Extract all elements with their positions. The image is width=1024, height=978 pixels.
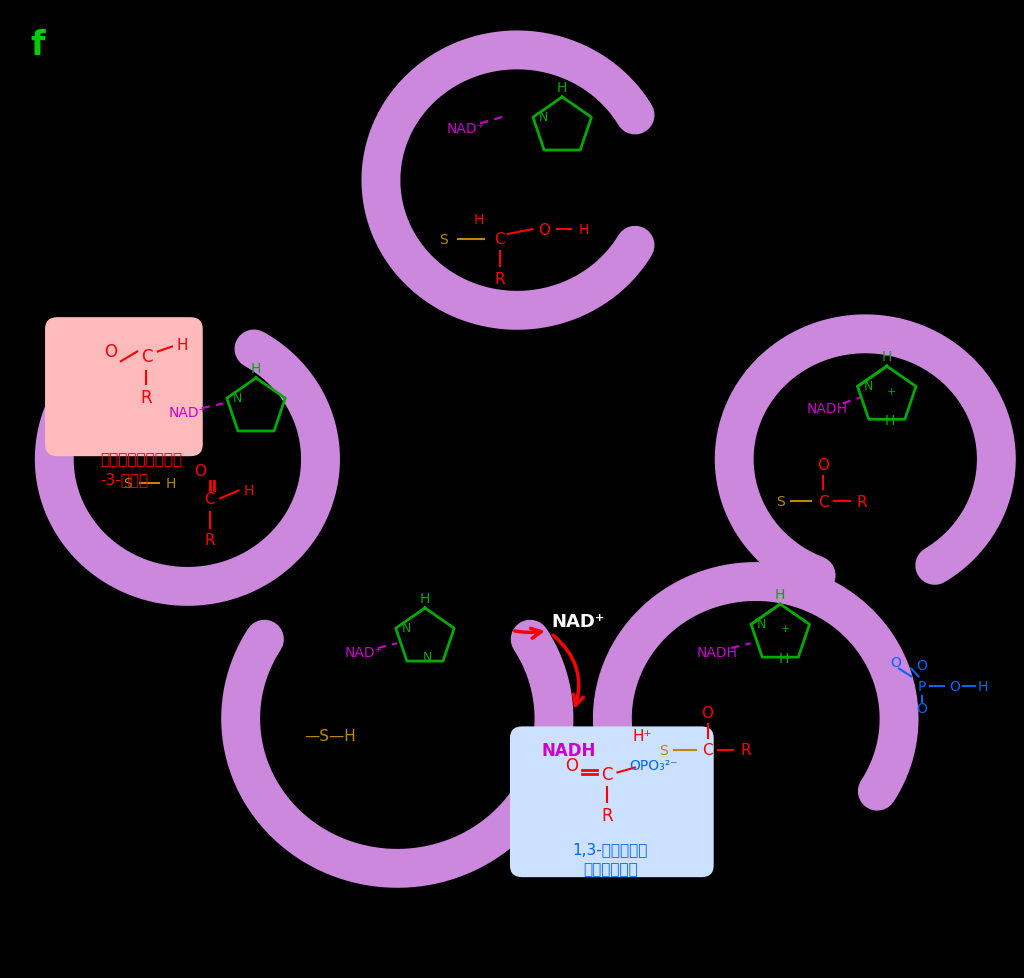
Text: P: P — [918, 680, 926, 693]
Text: H: H — [978, 680, 988, 693]
Text: NAD⁺: NAD⁺ — [552, 612, 605, 630]
Text: S: S — [776, 495, 784, 509]
Text: S: S — [659, 743, 668, 757]
Text: C: C — [818, 494, 828, 510]
Text: H: H — [778, 651, 788, 665]
Text: H: H — [166, 476, 176, 490]
Text: O: O — [949, 680, 959, 693]
Text: NADH: NADH — [696, 645, 737, 659]
Text: H: H — [244, 484, 254, 498]
Text: R: R — [857, 494, 867, 510]
Text: C: C — [205, 491, 215, 507]
Text: O: O — [538, 222, 550, 238]
Text: C: C — [140, 348, 153, 366]
Text: H: H — [251, 362, 261, 376]
FancyArrowPatch shape — [515, 629, 542, 639]
Text: O: O — [701, 705, 714, 721]
Text: グリセルアルデヒド: グリセルアルデヒド — [100, 452, 182, 467]
Text: C: C — [601, 766, 613, 783]
Text: NADH: NADH — [807, 402, 848, 416]
Text: R: R — [740, 742, 751, 758]
Text: N: N — [757, 617, 767, 631]
Text: NAD⁺: NAD⁺ — [447, 122, 484, 136]
Text: O: O — [916, 658, 927, 672]
Text: N: N — [539, 111, 549, 124]
Text: H: H — [885, 414, 895, 427]
Text: +: + — [887, 386, 897, 396]
Text: OPO₃²⁻: OPO₃²⁻ — [629, 758, 678, 772]
Text: N: N — [863, 379, 873, 393]
Text: グリセリン酸: グリセリン酸 — [583, 861, 638, 876]
Text: —S—H: —S—H — [304, 728, 355, 743]
Text: H: H — [420, 592, 430, 605]
Text: C: C — [495, 232, 505, 247]
FancyBboxPatch shape — [510, 727, 714, 877]
Text: R: R — [495, 271, 505, 287]
Text: H: H — [882, 350, 892, 364]
Text: O: O — [565, 756, 578, 774]
Text: NAD⁺: NAD⁺ — [345, 645, 382, 659]
Text: O: O — [194, 464, 206, 479]
FancyBboxPatch shape — [45, 318, 203, 457]
Text: O: O — [817, 457, 829, 472]
Text: O: O — [104, 343, 117, 361]
Text: S: S — [124, 476, 132, 490]
Text: O: O — [916, 701, 927, 715]
Text: 1,3-ビスホスホ: 1,3-ビスホスホ — [572, 841, 648, 857]
Text: H⁺: H⁺ — [632, 728, 652, 743]
Text: H: H — [176, 337, 188, 353]
Text: N: N — [232, 391, 243, 405]
Text: -3-リン酸: -3-リン酸 — [100, 471, 148, 487]
Text: R: R — [205, 532, 215, 548]
Text: R: R — [140, 389, 153, 407]
Text: S: S — [439, 233, 447, 246]
Text: N: N — [401, 621, 412, 635]
Text: C: C — [702, 742, 713, 758]
Text: N: N — [422, 650, 432, 664]
Text: f: f — [31, 29, 45, 63]
Text: NAD⁺: NAD⁺ — [169, 406, 206, 420]
Text: O: O — [891, 655, 901, 669]
Text: R: R — [601, 806, 613, 823]
Text: NADH: NADH — [541, 741, 596, 759]
Text: +: + — [780, 624, 791, 634]
Text: H: H — [579, 223, 589, 237]
Text: H: H — [474, 213, 484, 227]
Text: H: H — [557, 81, 567, 95]
Text: H: H — [775, 588, 785, 601]
FancyArrowPatch shape — [553, 636, 584, 706]
